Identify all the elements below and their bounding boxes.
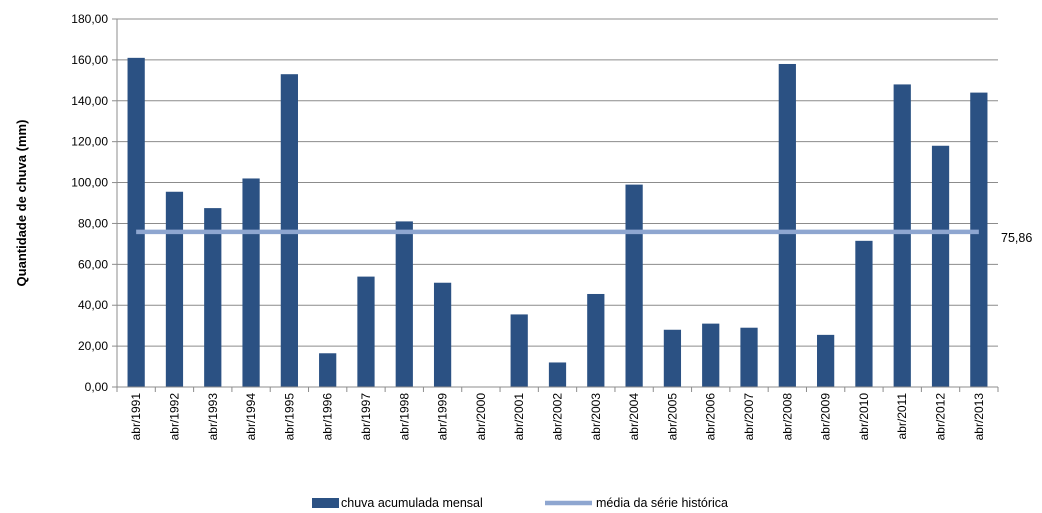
y-tick-label: 120,00: [71, 135, 108, 149]
x-tick-label: abr/2009: [819, 393, 833, 441]
x-tick-label: abr/1992: [167, 393, 181, 441]
x-tick-label: abr/2006: [704, 393, 718, 441]
x-tick-label: abr/2001: [512, 393, 526, 441]
y-tick-label: 180,00: [71, 12, 108, 26]
x-tick-label: abr/2004: [627, 393, 641, 441]
bar: [625, 184, 643, 387]
bar: [127, 57, 145, 387]
legend-swatch-bars: [312, 498, 339, 508]
x-tick-label: abr/1997: [359, 393, 373, 441]
x-tick-label: abr/1999: [436, 393, 450, 441]
bar: [548, 362, 567, 387]
gridlines: [117, 18, 998, 347]
bar: [395, 221, 413, 387]
y-tick-label: 0,00: [85, 380, 109, 394]
bar: [165, 191, 184, 387]
bar: [702, 323, 720, 387]
bar: [740, 327, 758, 387]
bars: [127, 57, 988, 387]
y-tick-label: 100,00: [71, 176, 108, 190]
x-tick-label: abr/1993: [206, 393, 220, 441]
bar: [931, 145, 950, 387]
x-tick-label: abr/2010: [857, 393, 871, 441]
bar: [778, 63, 796, 387]
bar: [357, 276, 375, 387]
bar: [970, 92, 988, 387]
y-tick-label: 80,00: [78, 216, 108, 230]
legend-label-average: média da série histórica: [596, 496, 728, 510]
average-value-label: 75,86: [1001, 231, 1032, 245]
y-tick-labels: 0,00 20,00 40,00 60,00 80,00 100,00 120,00 140,…: [71, 12, 108, 394]
bar: [204, 208, 222, 387]
x-tick-label: abr/1996: [321, 393, 335, 441]
y-tick-label: 40,00: [78, 298, 108, 312]
y-axis-label: Quantidade de chuva (mm): [14, 120, 29, 287]
x-tick-label: abr/2003: [589, 393, 603, 441]
bar: [855, 240, 873, 387]
y-tick-label: 20,00: [78, 339, 108, 353]
legend: chuva acumulada mensal média da série his…: [312, 496, 728, 510]
bar: [663, 329, 682, 387]
legend-label-bars: chuva acumulada mensal: [341, 496, 483, 510]
bar: [587, 293, 605, 387]
bar: [817, 334, 835, 387]
x-tick-label: abr/2005: [665, 393, 679, 441]
y-tick-label: 140,00: [71, 94, 108, 108]
x-tick-label: abr/1991: [129, 393, 143, 441]
x-tick-label: abr/1994: [244, 393, 258, 441]
average-line-group: 75,86: [136, 229, 1032, 245]
x-tick-label: abr/2000: [474, 393, 488, 441]
y-tick-label: 160,00: [71, 53, 108, 67]
x-tick-label: abr/2002: [551, 393, 565, 441]
bar: [433, 282, 452, 387]
x-tick-label: abr/1995: [282, 393, 296, 441]
bar: [510, 314, 528, 387]
axes: [112, 18, 999, 392]
x-tick-label: abr/2012: [934, 393, 948, 441]
bar: [319, 353, 337, 387]
x-tick-label: abr/2008: [780, 393, 794, 441]
bar: [893, 84, 911, 387]
x-tick-labels: abr/1991 abr/1992 abr/1993 abr/1994 abr/1995…: [129, 393, 986, 441]
y-tick-label: 60,00: [78, 257, 108, 271]
x-tick-label: abr/2011: [895, 393, 909, 440]
x-tick-label: abr/2013: [972, 393, 986, 441]
x-tick-label: abr/1998: [397, 393, 411, 441]
bar: [242, 178, 260, 387]
x-tick-label: abr/2007: [742, 393, 756, 441]
